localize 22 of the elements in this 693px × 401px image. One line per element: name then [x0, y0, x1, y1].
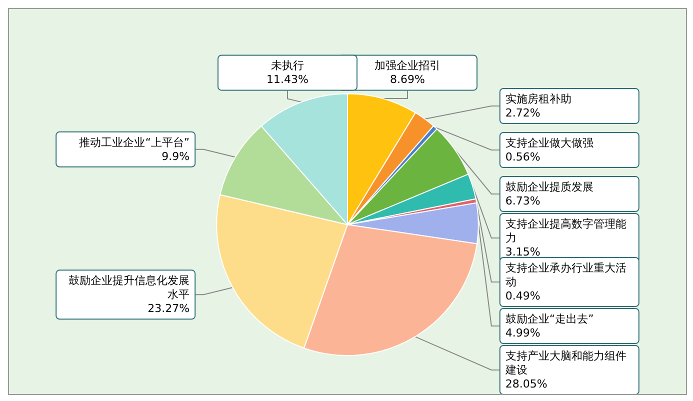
data-label: 4.99%: [505, 326, 540, 340]
slice-label: 未执行: [271, 59, 304, 72]
slice-label: 鼓励企业“走出去”: [505, 312, 594, 326]
data-label: 23.27%: [148, 302, 190, 316]
data-label: 0.56%: [505, 150, 540, 164]
data-label: 28.05%: [505, 378, 548, 390]
slice-label: 推动工业企业“上平台”: [79, 136, 190, 149]
data-label: 9.9%: [162, 150, 190, 163]
slice-label: 支持企业提高数字管理能力: [505, 218, 626, 244]
data-label: 6.73%: [505, 194, 540, 208]
slice-label: 实施房租补助: [505, 92, 572, 106]
data-label: 0.49%: [505, 290, 540, 302]
slice-label: 鼓励企业提质发展: [505, 180, 594, 194]
slice-label: 支持企业做大做强: [505, 136, 594, 150]
slice-label: 支持产业大脑和能力组件建设: [504, 350, 626, 376]
data-label: 11.43%: [266, 73, 308, 86]
data-label: 2.72%: [505, 106, 540, 120]
slice-label: 鼓励企业提升信息化发展水平: [68, 274, 190, 302]
slice-label: 加强企业招引: [374, 59, 440, 72]
slice-label: 支持企业承办行业重大活动: [505, 262, 626, 288]
data-label: 8.69%: [390, 73, 425, 86]
data-label: 3.15%: [505, 246, 540, 258]
